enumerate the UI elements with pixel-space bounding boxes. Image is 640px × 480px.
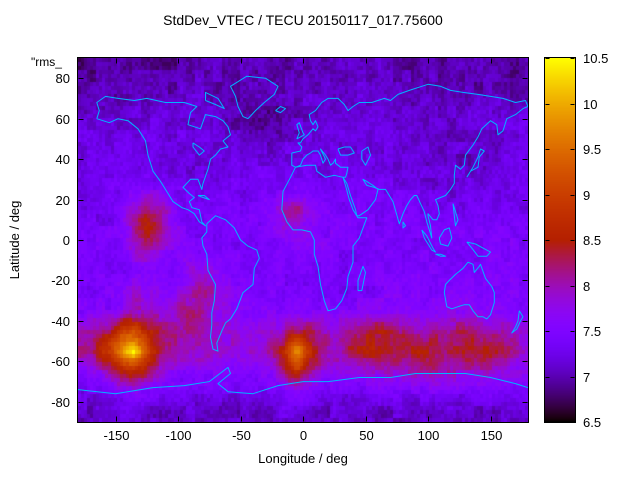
x-tick-label: 150 xyxy=(480,428,503,443)
x-tick-label: -100 xyxy=(165,428,192,443)
colorbar-canvas xyxy=(545,58,575,422)
coastline-north-america xyxy=(96,95,231,227)
coastline-great-lakes xyxy=(192,142,205,156)
coastline-eurasia xyxy=(291,83,528,239)
coastline-new-zealand xyxy=(511,310,524,334)
y-tick-label: 20 xyxy=(55,192,70,208)
key-label: "rms_ xyxy=(31,55,62,69)
colorbar-tick-label: 9 xyxy=(583,187,591,203)
coastline-british-isles xyxy=(296,122,305,140)
coastline-baffin-island xyxy=(205,91,225,110)
plot-area xyxy=(78,58,528,422)
x-axis-label: Longitude / deg xyxy=(258,451,348,466)
x-tick-label: 100 xyxy=(417,428,440,443)
coastlines-svg xyxy=(78,75,528,395)
x-tick-label: -150 xyxy=(103,428,130,443)
colorbar xyxy=(545,58,575,422)
x-tick-label: -50 xyxy=(232,428,251,443)
colorbar-tick-label: 7 xyxy=(583,369,591,385)
coastline-sri-lanka xyxy=(402,221,406,229)
colorbar-tick-label: 7.5 xyxy=(583,323,602,339)
coastline-africa xyxy=(281,164,368,312)
x-tick-label: 0 xyxy=(299,428,308,443)
coastline-philippines xyxy=(452,203,459,227)
colorbar-tick-label: 10.5 xyxy=(583,50,609,66)
coastline-iceland xyxy=(275,106,286,114)
coastline-borneo xyxy=(438,227,453,247)
coastline-new-guinea xyxy=(466,241,491,257)
coastline-japan xyxy=(466,148,485,178)
coastline-caspian-sea xyxy=(361,146,371,166)
coastline-australia xyxy=(443,261,495,320)
y-tick-label: -40 xyxy=(51,313,70,329)
coastline-sumatra xyxy=(421,229,436,253)
y-tick-label: -80 xyxy=(51,394,70,410)
plot-title: StdDev_VTEC / TECU 20150117_017.75600 xyxy=(163,12,443,28)
y-tick-label: -20 xyxy=(51,272,70,288)
y-tick-label: -60 xyxy=(51,353,70,369)
coastline-antarctica xyxy=(78,366,528,395)
y-tick-label: 0 xyxy=(62,232,70,248)
colorbar-tick-label: 9.5 xyxy=(583,141,602,157)
coastline-madagascar xyxy=(357,265,366,292)
coastline-south-america xyxy=(201,215,260,352)
colorbar-tick-label: 6.5 xyxy=(583,414,602,430)
y-axis-label: Latitude / deg xyxy=(7,200,22,280)
coastline-cuba xyxy=(197,195,210,201)
y-tick-label: 80 xyxy=(55,70,70,86)
x-tick-label: 50 xyxy=(359,428,374,443)
y-tick-label: 40 xyxy=(55,151,70,167)
colorbar-tick-label: 10 xyxy=(583,96,598,112)
colorbar-tick-label: 8.5 xyxy=(583,232,602,248)
colorbar-tick-label: 8 xyxy=(583,278,591,294)
y-tick-label: 60 xyxy=(55,111,70,127)
coastline-black-sea xyxy=(337,146,355,156)
coastline-greenland xyxy=(230,75,279,120)
coastline-java xyxy=(435,253,446,257)
